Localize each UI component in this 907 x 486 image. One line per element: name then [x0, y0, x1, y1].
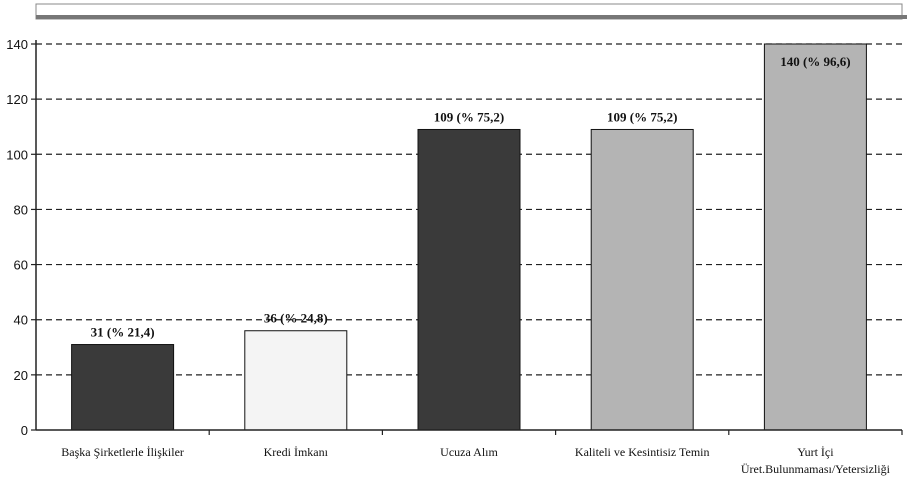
y-tick-label: 20: [14, 368, 28, 383]
y-tick-label: 80: [14, 202, 28, 217]
x-tick-label: Yurt İçi: [797, 445, 834, 459]
y-tick-label: 0: [21, 423, 28, 438]
bar: [244, 330, 348, 431]
x-axis: Başka Şirketlerle İlişkiler Kredi İmkanı U…: [36, 429, 903, 476]
y-tick-label: 120: [6, 92, 28, 107]
bar: [417, 128, 521, 431]
x-tick-label: Kredi İmkanı: [264, 445, 329, 459]
data-label: 140 (% 96,6): [780, 54, 850, 69]
bar: [71, 344, 175, 431]
y-tick-label: 140: [6, 37, 28, 52]
bar: [590, 128, 694, 431]
bar: [763, 43, 867, 431]
data-label: 36 (% 24,8): [264, 311, 328, 326]
x-tick-label: Üret.Bulunmaması/Yetersizliği: [741, 462, 891, 476]
data-label: 109 (% 75,2): [434, 109, 504, 124]
y-axis: 0 20 40 60 80 100 120 140: [6, 37, 37, 438]
x-tick-label: Başka Şirketlerle İlişkiler: [61, 445, 184, 459]
y-tick-label: 100: [6, 147, 28, 162]
x-tick-label: Kaliteli ve Kesintisiz Temin: [575, 445, 710, 459]
y-tick-label: 60: [14, 258, 28, 273]
data-label: 109 (% 75,2): [607, 109, 677, 124]
data-label: 31 (% 21,4): [91, 325, 155, 340]
y-tick-label: 40: [14, 313, 28, 328]
x-tick-label: Ucuza Alım: [440, 445, 498, 459]
bars: 31 (% 21,4) 36 (% 24,8) 109 (% 75,2) 109 (%…: [71, 43, 867, 431]
